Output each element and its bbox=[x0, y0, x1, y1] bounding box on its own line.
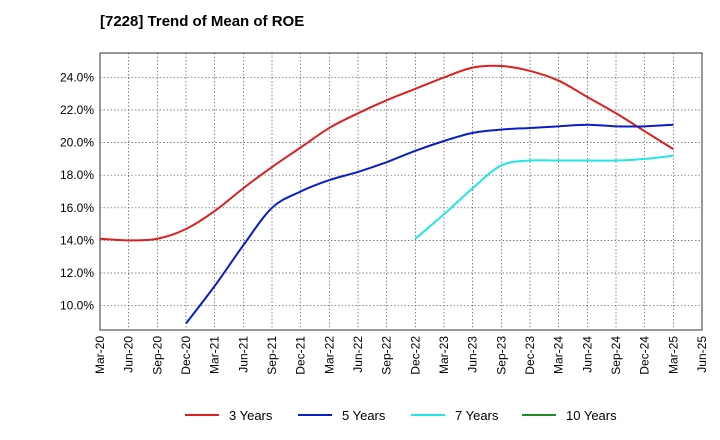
x-tick-label: Sep-23 bbox=[494, 336, 508, 375]
legend-item-7-years: 7 Years bbox=[411, 404, 498, 426]
series-line-7-years bbox=[414, 154, 674, 240]
x-tick-label: Mar-25 bbox=[666, 336, 680, 374]
x-tick-label: Sep-20 bbox=[150, 336, 164, 375]
series-line-3-years bbox=[99, 64, 674, 242]
legend-label: 5 Years bbox=[342, 407, 386, 423]
x-tick-label: Jun-24 bbox=[580, 336, 594, 373]
x-tick-label: Mar-24 bbox=[552, 336, 566, 374]
x-tick-label: Jun-21 bbox=[236, 336, 250, 373]
x-tick-label: Dec-24 bbox=[638, 336, 652, 375]
series-lines bbox=[99, 64, 674, 325]
legend-label: 7 Years bbox=[455, 407, 499, 423]
x-tick-label: Dec-22 bbox=[408, 336, 422, 375]
legend-swatch bbox=[522, 414, 556, 416]
x-tick-label: Jun-25 bbox=[695, 336, 709, 373]
x-tick-label: Mar-21 bbox=[208, 336, 222, 374]
x-tick-labels: Mar-20 Jun-20 Sep-20 Dec-20 Mar-21 Jun-21 Sep-… bbox=[93, 336, 709, 375]
y-tick-label: 24.0% bbox=[60, 70, 94, 84]
x-tick-label: Mar-20 bbox=[93, 336, 107, 374]
legend-item-3-years: 3 Years bbox=[185, 404, 272, 426]
y-tick-label: 22.0% bbox=[60, 103, 94, 117]
y-tick-label: 12.0% bbox=[60, 266, 94, 280]
chart-title: [7228] Trend of Mean of ROE bbox=[100, 13, 305, 30]
y-tick-label: 18.0% bbox=[60, 168, 94, 182]
x-tick-label: Sep-21 bbox=[265, 336, 279, 375]
x-tick-label: Jun-22 bbox=[351, 336, 365, 373]
series-line-5-years bbox=[185, 123, 674, 325]
x-tick-label: Jun-23 bbox=[466, 336, 480, 373]
legend-item-5-years: 5 Years bbox=[298, 404, 385, 426]
y-tick-label: 20.0% bbox=[60, 136, 94, 150]
plot-frame bbox=[99, 52, 703, 331]
axes bbox=[99, 52, 703, 331]
legend-swatch bbox=[298, 414, 332, 416]
y-tick-label: 14.0% bbox=[60, 233, 94, 247]
legend-swatch bbox=[185, 414, 219, 416]
x-tick-label: Sep-22 bbox=[380, 336, 394, 375]
x-tick-label: Mar-23 bbox=[437, 336, 451, 374]
legend: 3 Years 5 Years 7 Years 10 Years bbox=[0, 404, 720, 426]
grid-lines bbox=[100, 53, 702, 330]
x-tick-label: Dec-21 bbox=[294, 336, 308, 375]
x-tick-label: Sep-24 bbox=[609, 336, 623, 375]
y-tick-label: 16.0% bbox=[60, 201, 94, 215]
y-tick-label: 10.0% bbox=[60, 299, 94, 313]
x-tick-label: Mar-22 bbox=[322, 336, 336, 374]
x-tick-label: Dec-20 bbox=[179, 336, 193, 375]
y-tick-labels: 10.0% 12.0% 14.0% 16.0% 18.0% 20.0% 22.0% 24.0% bbox=[60, 70, 94, 312]
x-tick-label: Dec-23 bbox=[523, 336, 537, 375]
legend-label: 3 Years bbox=[229, 407, 273, 423]
legend-label: 10 Years bbox=[566, 407, 617, 423]
x-tick-label: Jun-20 bbox=[122, 336, 136, 373]
legend-item-10-years: 10 Years bbox=[522, 404, 617, 426]
legend-swatch bbox=[411, 414, 445, 416]
